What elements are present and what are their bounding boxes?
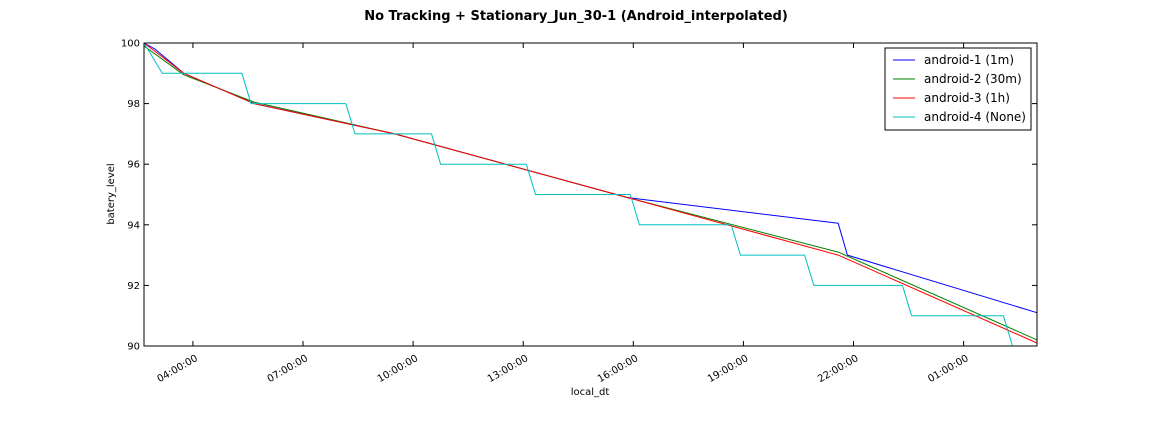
x-axis-label: local_dt (571, 387, 610, 398)
y-tick-label: 90 (127, 342, 140, 353)
legend-label-2: android-2 (30m) (924, 72, 1022, 86)
y-tick-label: 92 (127, 281, 140, 292)
y-axis-label: batery_level (106, 163, 117, 224)
y-tick-label: 100 (121, 39, 140, 50)
plot-frame (143, 42, 1038, 347)
y-tick-label: 96 (127, 160, 140, 171)
legend-label-4: android-4 (None) (924, 110, 1026, 124)
legend: android-1 (1m) android-2 (30m) android-3 (… (884, 47, 1032, 131)
legend-label-1: android-1 (1m) (924, 53, 1014, 67)
series-layer (143, 42, 1038, 347)
chart-title: No Tracking + Stationary_Jun_30-1 (Andro… (364, 9, 788, 24)
legend-box (884, 47, 1032, 131)
y-axis: 90 92 94 96 98 100 (121, 39, 1037, 353)
y-tick-label: 98 (127, 99, 140, 110)
series-line-4 (143, 42, 1037, 347)
y-tick-label: 94 (127, 220, 140, 231)
legend-label-3: android-3 (1h) (924, 91, 1010, 105)
